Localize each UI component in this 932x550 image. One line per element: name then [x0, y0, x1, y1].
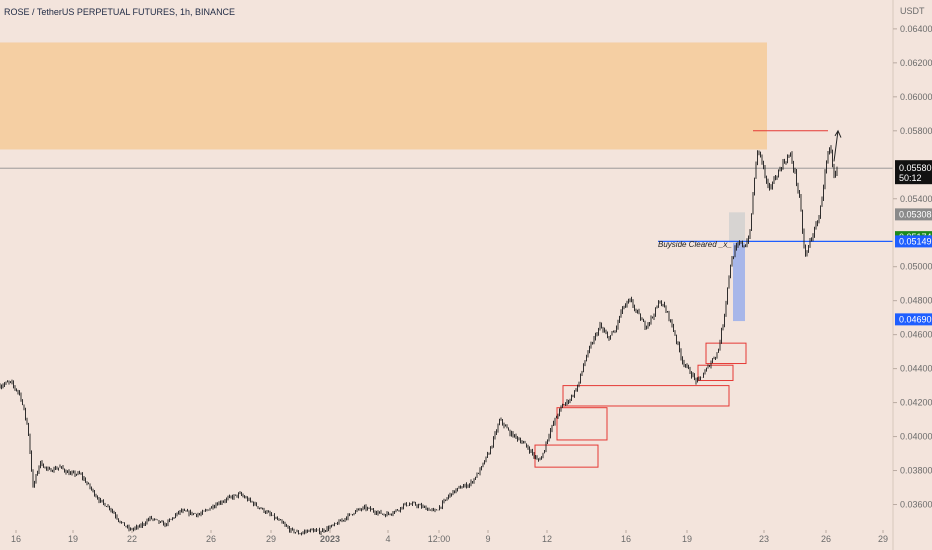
y-tick-label: 0.03600: [900, 500, 932, 510]
x-tick-label: 23: [759, 534, 769, 544]
x-tick-label: 26: [206, 534, 216, 544]
level-c-tag: 0.05149: [899, 236, 932, 246]
x-tick-label: 4: [385, 534, 390, 544]
y-tick-label: 0.06400: [900, 24, 932, 34]
annotation-layer: Buyside Cleared _x_: [658, 240, 732, 249]
x-tick-label: 16: [621, 534, 631, 544]
level-a-tag: 0.05308: [899, 209, 932, 219]
x-tick-label: 22: [127, 534, 137, 544]
order-block-rect: [534, 444, 599, 468]
current-price-tag: 0.05580: [899, 163, 932, 173]
x-axis[interactable]: 16 19 22 26 29 2023 4 12:00 9 12 16 19 23 26 29: [11, 530, 888, 544]
x-tick-label: 29: [878, 534, 888, 544]
level-d-tag-bg: [895, 313, 932, 326]
level-c-tag-bg: [895, 235, 932, 248]
zones-layer: [0, 42, 767, 468]
y-tick-label: 0.04600: [900, 330, 932, 340]
y-tick-label: 0.03800: [900, 466, 932, 476]
y-tick-label: 0.05800: [900, 126, 932, 136]
candles-layer: [0, 145, 838, 536]
level-a-tag-bg: [895, 208, 932, 221]
x-tick-label: 16: [11, 534, 21, 544]
y-tick-label: 0.04200: [900, 398, 932, 408]
y-tick-label: 0.06000: [900, 92, 932, 102]
order-block-rect: [562, 385, 730, 407]
x-tick-label: 9: [485, 534, 490, 544]
x-tick-label: 12: [542, 534, 552, 544]
x-tick-label: 12:00: [428, 534, 451, 544]
x-tick-label: 19: [682, 534, 692, 544]
y-tick-label: 0.06200: [900, 58, 932, 68]
supply-zone: [0, 42, 767, 150]
level-d-tag: 0.04690: [899, 314, 932, 324]
y-tick-label: 0.04400: [900, 364, 932, 374]
y-tick-label: 0.04000: [900, 432, 932, 442]
x-tick-label: 29: [266, 534, 276, 544]
y-tick-label: 0.05400: [900, 194, 932, 204]
blue-imbalance-box: [733, 242, 745, 322]
order-block-rect: [556, 407, 608, 441]
grey-box: [729, 212, 745, 243]
order-block-rect: [697, 364, 734, 382]
lines-layer: [0, 129, 893, 242]
x-tick-label: 2023: [320, 534, 340, 544]
up-arrow: [833, 129, 842, 162]
order-block-rect: [705, 342, 747, 365]
countdown-tag: 50:12: [899, 173, 922, 183]
y-tick-label: 0.04800: [900, 296, 932, 306]
current-price-tag-bg: [895, 160, 932, 185]
y-axis[interactable]: USDT 0.06400 0.06200 0.06000 0.05800 0.05400…: [892, 0, 932, 550]
y-tick-label: 0.05000: [900, 262, 932, 272]
buyside-cleared-label: Buyside Cleared _x_: [658, 240, 732, 249]
x-tick-label: 26: [821, 534, 831, 544]
y-axis-unit: USDT: [900, 6, 925, 16]
chart-title: ROSE / TetherUS PERPETUAL FUTURES, 1h, B…: [4, 7, 235, 17]
x-tick-label: 19: [68, 534, 78, 544]
